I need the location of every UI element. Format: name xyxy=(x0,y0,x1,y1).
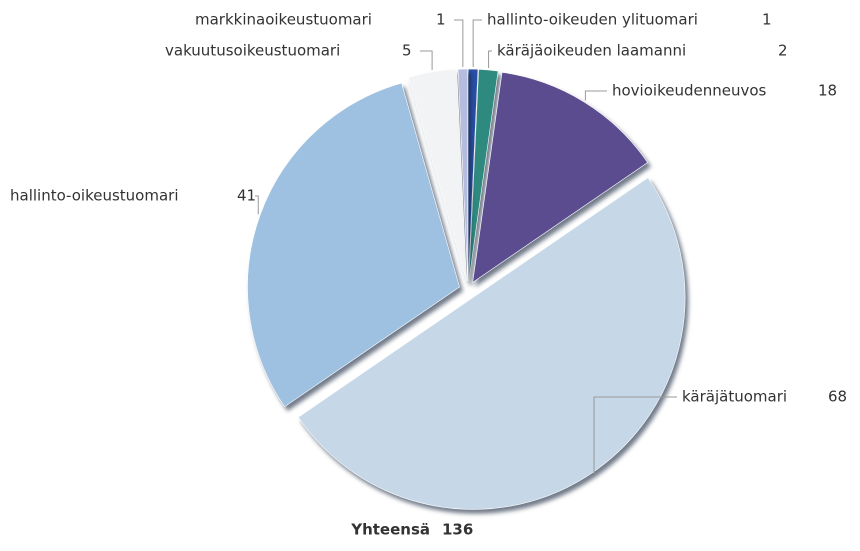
leader-line xyxy=(584,90,607,101)
slice xyxy=(472,72,649,283)
slice-label: hallinto-oikeuden ylituomari xyxy=(487,11,698,29)
slice-value: 2 xyxy=(778,42,788,60)
leader-line xyxy=(472,19,482,68)
slice-label: käräjätuomari xyxy=(682,388,787,406)
slice-value: 41 xyxy=(237,187,256,205)
slice-value: 1 xyxy=(762,11,772,29)
slice xyxy=(457,68,469,282)
slice-label: hovioikeudenneuvos xyxy=(612,82,767,100)
slice-label: vakuutusoikeustuomari xyxy=(165,42,340,60)
leader-line xyxy=(488,50,492,68)
slice-label: hallinto-oikeustuomari xyxy=(10,187,179,205)
slice xyxy=(467,68,479,282)
slice xyxy=(297,177,686,510)
pie xyxy=(247,68,686,510)
slice-value: 5 xyxy=(402,42,412,60)
leader-line xyxy=(454,19,464,68)
slice xyxy=(468,68,499,282)
slice-value: 68 xyxy=(828,388,847,406)
slice-label: käräjäoikeuden laamanni xyxy=(497,42,686,60)
leader-line xyxy=(593,396,677,474)
total-value: 136 xyxy=(442,521,473,539)
slice-label: markkinaoikeustuomari xyxy=(195,11,372,29)
leader-line xyxy=(255,195,259,215)
slice-value: 18 xyxy=(818,82,837,100)
slice xyxy=(247,82,460,408)
slice xyxy=(408,69,467,282)
leader-line xyxy=(420,50,433,70)
total-label: Yhteensä xyxy=(350,521,430,539)
slice-value: 1 xyxy=(436,11,446,29)
labels: hallinto-oikeuden ylituomari 1 käräjäoikeu… xyxy=(10,11,847,474)
